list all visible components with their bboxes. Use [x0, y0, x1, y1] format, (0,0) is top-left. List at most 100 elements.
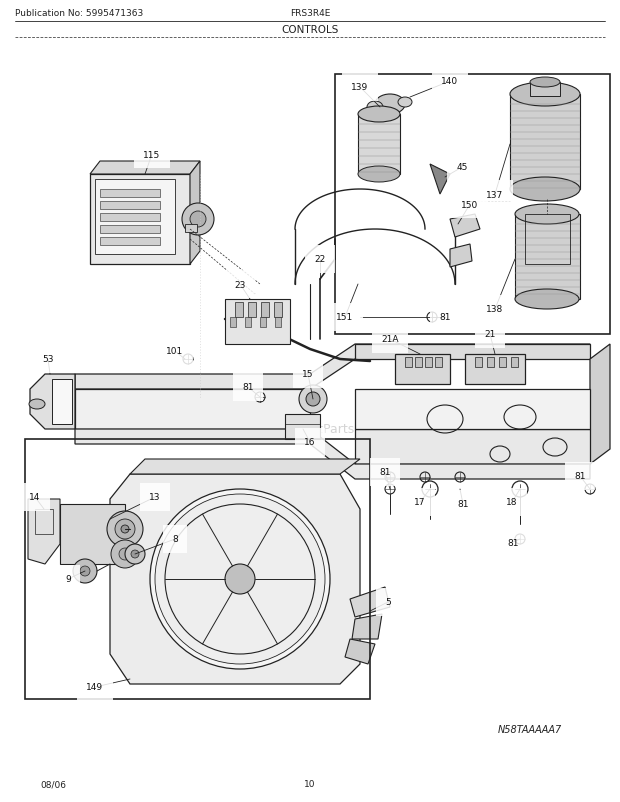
Text: 140: 140: [441, 78, 459, 87]
Text: 81: 81: [457, 500, 469, 508]
Polygon shape: [75, 390, 310, 429]
Ellipse shape: [80, 566, 90, 577]
Ellipse shape: [125, 545, 145, 565]
Bar: [525, 215, 570, 265]
Polygon shape: [30, 375, 75, 429]
Polygon shape: [355, 345, 590, 359]
Ellipse shape: [150, 489, 330, 669]
Bar: [100, 237, 160, 245]
Polygon shape: [450, 245, 472, 268]
Bar: [260, 318, 266, 327]
Polygon shape: [358, 115, 400, 175]
Bar: [405, 358, 412, 367]
Ellipse shape: [155, 494, 325, 664]
Bar: [425, 358, 432, 367]
Bar: [530, 83, 560, 97]
Ellipse shape: [225, 565, 255, 594]
Polygon shape: [190, 162, 200, 265]
Ellipse shape: [121, 525, 129, 533]
Polygon shape: [450, 215, 480, 237]
Bar: [499, 358, 506, 367]
Text: 22: 22: [314, 255, 326, 264]
Text: FRS3R4E: FRS3R4E: [290, 10, 330, 18]
Ellipse shape: [510, 83, 580, 107]
Bar: [25, 439, 370, 699]
Polygon shape: [350, 587, 390, 618]
Ellipse shape: [29, 399, 45, 410]
Text: 08/06: 08/06: [40, 780, 66, 788]
Text: 15: 15: [302, 370, 314, 379]
Text: 150: 150: [461, 200, 479, 209]
Bar: [95, 180, 175, 255]
Text: 81: 81: [379, 468, 391, 477]
Polygon shape: [28, 500, 60, 565]
Ellipse shape: [510, 178, 580, 202]
Text: 8: 8: [172, 535, 178, 544]
Ellipse shape: [367, 102, 383, 114]
Polygon shape: [75, 345, 590, 390]
Text: 138: 138: [486, 305, 503, 314]
Polygon shape: [110, 475, 360, 684]
Text: 137: 137: [486, 190, 503, 199]
Bar: [511, 358, 518, 367]
Ellipse shape: [119, 549, 131, 561]
Text: 21: 21: [484, 330, 495, 339]
Bar: [465, 354, 525, 384]
Bar: [415, 358, 422, 367]
Polygon shape: [352, 614, 382, 639]
Bar: [261, 302, 269, 318]
Ellipse shape: [358, 167, 400, 183]
Ellipse shape: [190, 212, 206, 228]
Text: 81: 81: [574, 472, 586, 481]
Polygon shape: [75, 429, 590, 480]
Polygon shape: [355, 390, 590, 429]
Text: 13: 13: [149, 493, 161, 502]
Text: 17: 17: [414, 498, 426, 507]
Polygon shape: [355, 429, 590, 464]
Ellipse shape: [358, 107, 400, 123]
Bar: [100, 214, 160, 221]
Bar: [275, 318, 281, 327]
Text: 149: 149: [86, 683, 104, 691]
Bar: [515, 215, 580, 300]
Ellipse shape: [115, 520, 135, 539]
Bar: [510, 95, 580, 190]
Text: 18: 18: [507, 498, 518, 507]
Bar: [100, 202, 160, 210]
Bar: [100, 225, 160, 233]
Polygon shape: [430, 164, 450, 195]
Ellipse shape: [131, 550, 139, 558]
Bar: [230, 318, 236, 327]
Text: CONTROLS: CONTROLS: [281, 25, 339, 35]
Ellipse shape: [398, 98, 412, 107]
Text: 139: 139: [352, 83, 369, 92]
Bar: [225, 300, 290, 345]
Polygon shape: [345, 639, 375, 664]
Bar: [60, 504, 125, 565]
Bar: [235, 302, 243, 318]
Bar: [435, 358, 442, 367]
Bar: [90, 175, 190, 265]
Ellipse shape: [515, 290, 579, 310]
Bar: [395, 354, 450, 384]
Text: 5: 5: [385, 597, 391, 607]
Text: 9: 9: [65, 575, 71, 584]
Bar: [487, 358, 494, 367]
Text: 81: 81: [507, 538, 519, 547]
Bar: [100, 190, 160, 198]
Text: 115: 115: [143, 150, 161, 160]
Ellipse shape: [111, 541, 139, 569]
Polygon shape: [130, 460, 360, 475]
Text: 45: 45: [456, 164, 467, 172]
Ellipse shape: [182, 204, 214, 236]
Text: Publication No: 5995471363: Publication No: 5995471363: [15, 10, 143, 18]
Bar: [475, 358, 482, 367]
Bar: [35, 509, 53, 534]
Ellipse shape: [107, 512, 143, 547]
Bar: [52, 379, 72, 424]
Ellipse shape: [515, 205, 579, 225]
Text: 23: 23: [234, 280, 246, 290]
Text: 14: 14: [29, 493, 41, 502]
Text: 81: 81: [439, 313, 451, 322]
Text: 101: 101: [166, 347, 184, 356]
